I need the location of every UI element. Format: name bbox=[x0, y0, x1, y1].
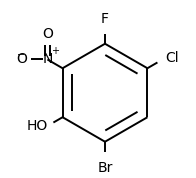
Text: O: O bbox=[16, 53, 27, 67]
Text: Br: Br bbox=[97, 161, 113, 175]
Text: F: F bbox=[101, 12, 109, 26]
Text: O: O bbox=[42, 27, 53, 41]
Text: HO: HO bbox=[26, 119, 47, 133]
Text: −: − bbox=[17, 50, 26, 60]
Text: N: N bbox=[42, 53, 53, 67]
Text: +: + bbox=[51, 46, 59, 56]
Text: Cl: Cl bbox=[166, 51, 179, 65]
